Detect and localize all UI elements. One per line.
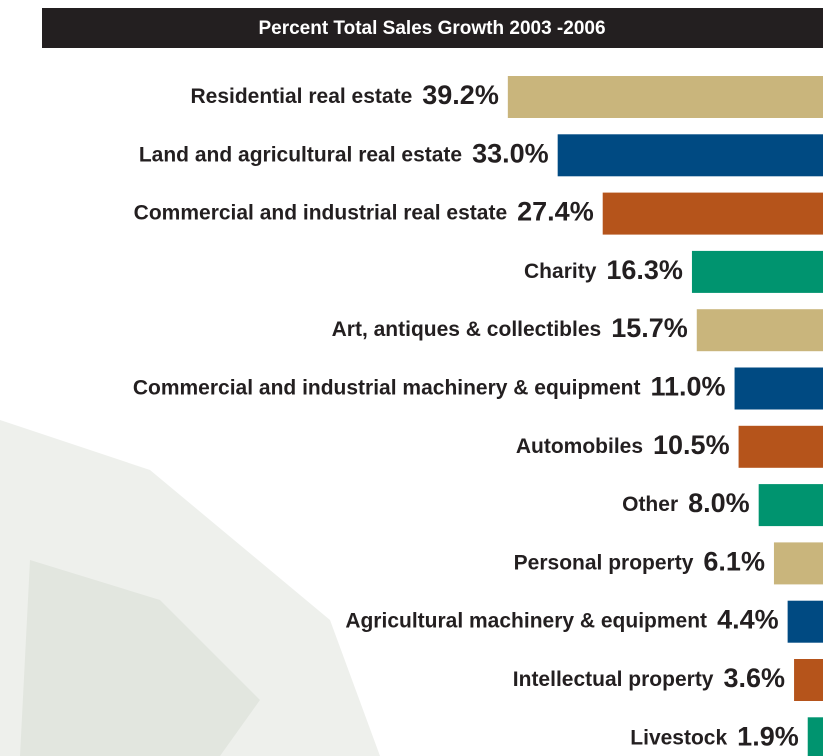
value-label: 6.1% xyxy=(703,547,765,577)
value-label: 27.4% xyxy=(517,197,594,227)
value-label: 16.3% xyxy=(606,255,683,285)
background-decoration xyxy=(20,560,260,756)
bar xyxy=(787,600,823,643)
category-label: Charity xyxy=(524,259,597,282)
value-label: 8.0% xyxy=(688,488,750,518)
bar xyxy=(691,250,823,293)
bar-label: Commercial and industrial machinery & eq… xyxy=(133,372,726,402)
chart-title: Percent Total Sales Growth 2003 -2006 xyxy=(258,18,605,39)
bar xyxy=(794,659,823,701)
bar xyxy=(738,425,823,468)
value-label: 3.6% xyxy=(724,663,786,693)
bar-label: Automobiles 10.5% xyxy=(516,430,730,460)
value-label: 39.2% xyxy=(422,80,499,110)
bar xyxy=(807,717,823,756)
category-label: Commercial and industrial machinery & eq… xyxy=(133,376,641,399)
bar xyxy=(557,134,823,177)
bar-label: Livestock 1.9% xyxy=(630,721,798,751)
bar xyxy=(773,542,823,585)
value-label: 10.5% xyxy=(653,430,730,460)
bar-label: Agricultural machinery & equipment 4.4% xyxy=(345,605,778,635)
category-label: Livestock xyxy=(630,726,727,749)
value-label: 33.0% xyxy=(472,138,549,168)
value-label: 4.4% xyxy=(717,605,779,635)
title-bar xyxy=(42,8,823,48)
bar xyxy=(734,367,823,410)
category-label: Intellectual property xyxy=(513,668,714,691)
bar xyxy=(758,484,823,527)
bar-label: Intellectual property 3.6% xyxy=(513,663,785,693)
category-label: Personal property xyxy=(514,551,694,574)
category-label: Other xyxy=(622,493,678,516)
bar xyxy=(696,309,823,352)
bar-label: Land and agricultural real estate 33.0% xyxy=(139,138,549,168)
bar-label: Commercial and industrial real estate 27.… xyxy=(134,197,594,227)
category-label: Commercial and industrial real estate xyxy=(134,201,507,224)
value-label: 1.9% xyxy=(737,721,799,751)
value-label: 11.0% xyxy=(650,372,725,402)
bar-label: Personal property 6.1% xyxy=(514,547,765,577)
bar-label: Art, antiques & collectibles 15.7% xyxy=(332,313,688,343)
bar-label: Residential real estate 39.2% xyxy=(190,80,498,110)
category-label: Automobiles xyxy=(516,434,643,457)
bar xyxy=(507,76,823,118)
category-label: Agricultural machinery & equipment xyxy=(345,609,707,632)
bar-label: Charity 16.3% xyxy=(524,255,683,285)
category-label: Art, antiques & collectibles xyxy=(332,318,602,341)
bar xyxy=(602,192,823,235)
bar-label: Other 8.0% xyxy=(622,488,750,518)
category-label: Residential real estate xyxy=(190,85,412,108)
value-label: 15.7% xyxy=(611,313,688,343)
category-label: Land and agricultural real estate xyxy=(139,143,462,166)
